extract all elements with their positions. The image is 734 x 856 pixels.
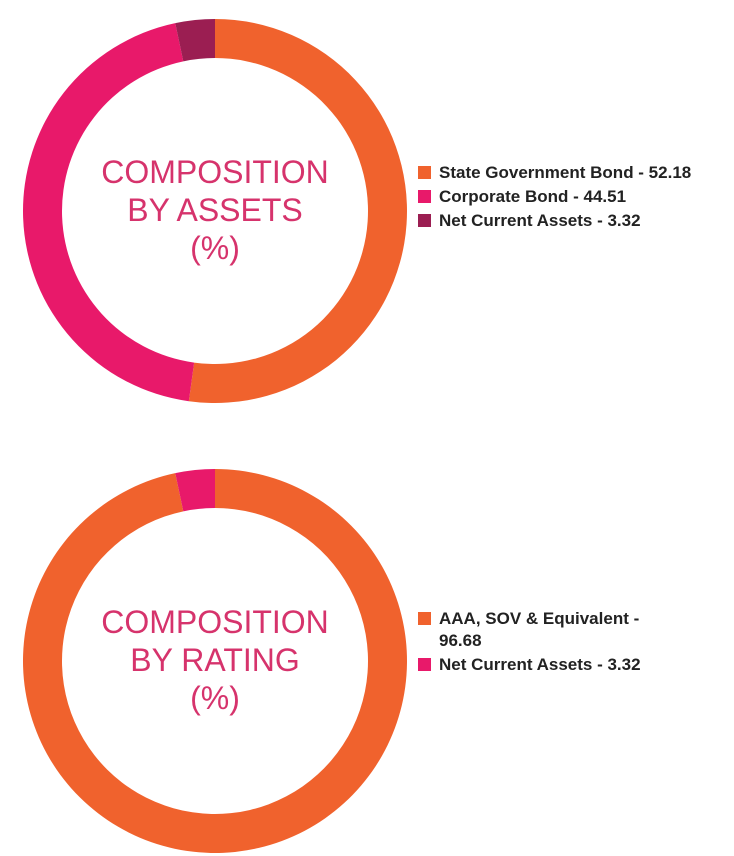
legend-swatch xyxy=(418,214,431,228)
slice-net-current-assets xyxy=(175,469,215,512)
slice-corporate-bond xyxy=(23,23,195,402)
rating-donut xyxy=(22,469,408,853)
slice-net-current-assets xyxy=(175,19,215,62)
legend-label: Net Current Assets - 3.32 xyxy=(439,211,641,231)
legend-item-net-current-assets: Net Current Assets - 3.32 xyxy=(418,210,691,232)
legend-label: Net Current Assets - 3.32 xyxy=(439,655,641,675)
legend-label: AAA, SOV & Equivalent - 96.68 xyxy=(439,609,640,651)
legend-swatch xyxy=(418,166,431,179)
composition-by-rating-chart: COMPOSITION BY RATING (%) AAA, SOV & Equ… xyxy=(0,450,734,853)
legend-item-aaa-sov-equivalent: AAA, SOV & Equivalent - 96.68 xyxy=(418,608,679,652)
legend-item-corporate-bond: Corporate Bond - 44.51 xyxy=(418,186,691,208)
legend-swatch xyxy=(418,612,431,625)
legend-item-net-current-assets: Net Current Assets - 3.32 xyxy=(418,654,679,676)
legend-label: Corporate Bond - 44.51 xyxy=(439,187,627,207)
legend-item-state-government-bond: State Government Bond - 52.18 xyxy=(418,162,691,184)
legend-swatch xyxy=(418,190,431,204)
slice-aaa-sov-equivalent xyxy=(22,469,408,853)
slice-state-government-bond xyxy=(188,19,407,403)
rating-legend: AAA, SOV & Equivalent - 96.68 Net Curren… xyxy=(418,608,679,678)
composition-by-assets-chart: COMPOSITION BY ASSETS (%) State Governme… xyxy=(0,0,734,403)
legend-swatch xyxy=(418,658,431,672)
assets-donut xyxy=(23,19,407,403)
legend-label: State Government Bond - 52.18 xyxy=(439,163,692,182)
assets-legend: State Government Bond - 52.18 Corporate … xyxy=(418,162,691,234)
